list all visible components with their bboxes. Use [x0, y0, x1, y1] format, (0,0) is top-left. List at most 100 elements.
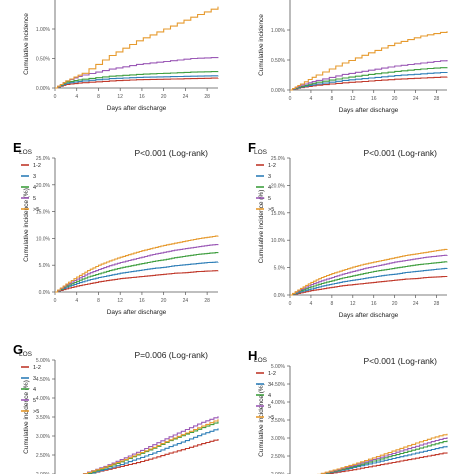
x-axis-label: Days after discharge [107, 309, 167, 316]
y-axis-label: Cumulative incidence (%) [258, 383, 265, 457]
series-line-gt5 [316, 433, 448, 474]
pvalue-annotation: P<0.001 (Log-rank) [135, 148, 209, 158]
series-line-gt5 [55, 235, 219, 293]
x-tick-label: 24 [413, 301, 419, 307]
legend-label: 3 [268, 174, 271, 180]
y-tick-label: 1.00% [36, 27, 51, 33]
y-tick-label: 4.00% [36, 396, 51, 402]
y-tick-label: 5.00% [271, 364, 286, 370]
legend-label: 3 [268, 382, 271, 388]
x-tick-label: 20 [392, 96, 398, 102]
x-tick-label: 16 [371, 301, 377, 307]
x-tick-label: 24 [183, 298, 189, 304]
y-tick-label: 20.0% [271, 183, 286, 189]
x-tick-label: 16 [139, 94, 145, 100]
x-tick-label: 16 [139, 298, 145, 304]
x-tick-label: 28 [204, 94, 210, 100]
legend-label: 1-2 [33, 365, 41, 371]
series-line-gt5 [290, 248, 448, 296]
x-tick-label: 0 [289, 96, 292, 102]
y-axis-label: Cumulative incidence (%) [23, 188, 30, 262]
y-tick-label: 0.50% [36, 57, 51, 63]
y-tick-label: 3.50% [36, 415, 51, 421]
legend-title: LOS [19, 351, 33, 358]
y-tick-label: 0.0% [274, 293, 286, 299]
x-tick-label: 0 [289, 301, 292, 307]
y-tick-label: 0.0% [39, 290, 51, 296]
x-tick-label: 8 [330, 301, 333, 307]
x-tick-label: 12 [350, 301, 356, 307]
pvalue-annotation: P<0.001 (Log-rank) [364, 356, 438, 366]
x-tick-label: 4 [75, 94, 78, 100]
y-tick-label: 2.00% [36, 472, 51, 474]
series-line-4 [55, 252, 219, 293]
y-tick-label: 2.50% [36, 453, 51, 459]
y-tick-label: 5.0% [274, 266, 286, 272]
series-line-4 [55, 71, 219, 89]
x-axis-label: Days after discharge [339, 312, 399, 319]
legend-label: 4 [268, 185, 271, 191]
x-tick-label: 12 [117, 94, 123, 100]
x-tick-label: 12 [117, 298, 123, 304]
x-tick-label: 28 [204, 298, 210, 304]
y-tick-label: 5.0% [39, 263, 51, 269]
y-tick-label: 20.0% [36, 183, 51, 189]
x-tick-label: 20 [161, 298, 167, 304]
y-tick-label: 3.50% [271, 418, 286, 424]
x-tick-label: 0 [54, 298, 57, 304]
panel-h: H 2.00% 2.50% 3.00% 3.50% 4.00% 4.50% 5.00% Cumu… [248, 348, 448, 474]
series-group [82, 416, 219, 474]
legend-label: 1-2 [268, 163, 276, 169]
y-tick-label: 3.00% [271, 436, 286, 442]
series-line-1-2 [55, 77, 219, 89]
panel-e: E 0.0% 5.0% 10.0% 15.0% 20.0% 25.0% 0 4 8 12 16 20 24… [13, 140, 219, 316]
y-tick-label: 3.00% [36, 434, 51, 440]
legend-label: 1-2 [33, 163, 41, 169]
series-line-gt5 [55, 6, 219, 89]
x-axis-label: Days after discharge [339, 107, 399, 114]
legend-label: 3 [33, 174, 36, 180]
series-line-3 [55, 75, 219, 89]
x-tick-label: 4 [75, 298, 78, 304]
y-tick-label: 1.00% [271, 28, 286, 34]
y-tick-label: 15.0% [271, 211, 286, 217]
legend-label: 3 [33, 376, 36, 382]
legend-label: 1-2 [268, 371, 276, 377]
y-tick-label: 4.00% [271, 400, 286, 406]
y-axis-label: Cumulative incidence (%) [258, 190, 265, 264]
panel-letter: E [13, 140, 22, 155]
y-axis-label: Cumulative incidence (%) [23, 380, 30, 454]
legend-title: LOS [254, 357, 268, 364]
x-tick-label: 4 [310, 96, 313, 102]
series-line-5 [55, 244, 219, 293]
x-tick-label: 12 [350, 96, 356, 102]
y-tick-label: 25.0% [36, 156, 51, 162]
series-line-gt5 [82, 419, 219, 474]
legend-label: >5 [268, 415, 274, 421]
panel-letter: G [13, 342, 23, 357]
x-tick-label: 16 [371, 96, 377, 102]
series-line-4 [290, 261, 448, 296]
panel-c: 0.00% 0.50% 1.00% 0 4 8 12 16 20 24 28 Days after d… [23, 0, 219, 112]
x-tick-label: 20 [392, 301, 398, 307]
series-line-1-2 [290, 275, 448, 296]
y-tick-label: 2.00% [271, 472, 286, 474]
legend-label: 4 [268, 393, 271, 399]
series-group [55, 6, 219, 89]
panel-g: G 2.00% 2.50% 3.00% 3.50% 4.00% 4.50% 5.00% Cumu… [13, 342, 219, 474]
panel-letter: H [248, 348, 257, 363]
x-tick-label: 24 [183, 94, 189, 100]
pvalue-annotation: P<0.001 (Log-rank) [364, 148, 438, 158]
series-line-3 [55, 261, 219, 293]
x-axis-label: Days after discharge [107, 105, 167, 112]
legend-label: 4 [33, 185, 36, 191]
legend-label: 5 [33, 196, 36, 202]
series-line-3 [290, 267, 448, 296]
y-tick-label: 15.0% [36, 210, 51, 216]
x-tick-label: 20 [161, 94, 167, 100]
y-tick-label: 25.0% [271, 156, 286, 162]
legend-title: LOS [254, 149, 268, 156]
x-tick-label: 28 [434, 301, 440, 307]
x-tick-label: 4 [310, 301, 313, 307]
